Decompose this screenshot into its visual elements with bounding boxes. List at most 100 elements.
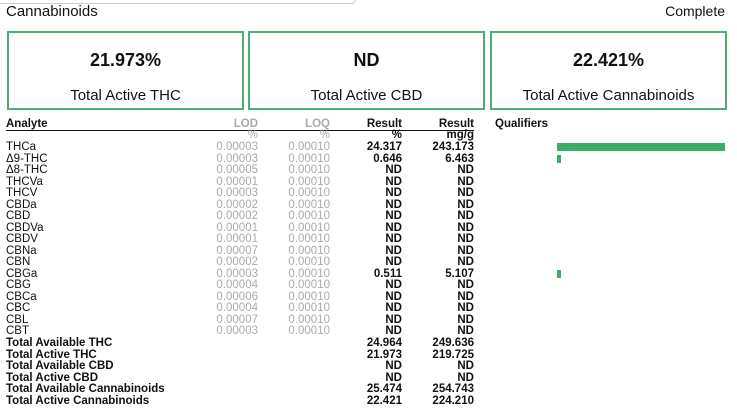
result-cell: 0.00001	[216, 175, 258, 188]
result-cell: 0.00010	[288, 256, 330, 268]
summary-label: Total Active Cannabinoids	[522, 87, 695, 104]
result-cell: ND	[457, 198, 474, 211]
total-name: Total Available CBD	[6, 360, 114, 373]
analyte: CBN	[6, 256, 31, 268]
result-cell: 0.00010	[288, 233, 330, 245]
analyte: Δ9-THC	[6, 152, 48, 165]
result-cell: 0.646	[373, 152, 402, 165]
result-cell: 0.00006	[216, 290, 258, 303]
total-mgg: 254.743	[432, 383, 474, 396]
total-pct: 22.421	[366, 395, 402, 407]
result-cell: ND	[457, 313, 474, 326]
summary-value: 21.973%	[89, 50, 162, 70]
column-header: Result	[438, 118, 474, 130]
analyte: THCV	[6, 187, 38, 199]
total-pct: ND	[385, 360, 402, 373]
section-title: Cannabinoids	[6, 3, 98, 20]
analyte: CBCa	[6, 290, 37, 303]
analyte: CBG	[6, 279, 31, 291]
result-cell: 0.00010	[288, 210, 330, 222]
total-mgg: 219.725	[432, 348, 474, 361]
column-header: Analyte	[6, 118, 48, 130]
result-cell: 0.00010	[288, 141, 330, 153]
result-cell: ND	[457, 164, 474, 176]
result-cell: ND	[385, 290, 402, 303]
analyte: THCVa	[6, 175, 43, 188]
result-cell: 0.00005	[216, 164, 258, 176]
analyte: CBDVa	[6, 221, 44, 234]
total-mgg: ND	[457, 371, 474, 384]
analyte: CBDa	[6, 198, 37, 211]
total-name: Total Available THC	[6, 337, 113, 349]
result-cell: 0.511	[373, 267, 402, 280]
total-name: Total Available Cannabinoids	[6, 383, 165, 396]
summary-label: Total Active CBD	[310, 87, 423, 104]
result-cell: 0.00010	[288, 164, 330, 176]
result-cell: ND	[385, 325, 402, 337]
total-pct: 24.964	[366, 337, 402, 349]
column-unit: %	[319, 129, 330, 141]
result-cell: 0.00002	[216, 210, 258, 222]
result-cell: ND	[385, 302, 402, 314]
result-cell: 0.00010	[288, 221, 330, 234]
total-name: Total Active CBD	[6, 371, 99, 384]
total-pct: 21.973	[366, 348, 402, 361]
result-cell: 0.00010	[288, 175, 330, 188]
result-bar	[557, 143, 725, 151]
analyte: Δ8-THC	[6, 164, 48, 176]
result-cell: ND	[385, 198, 402, 211]
result-cell: 0.00010	[288, 325, 330, 337]
summary-label: Total Active THC	[70, 87, 181, 104]
result-cell: ND	[457, 256, 474, 268]
total-pct: ND	[385, 371, 402, 384]
result-cell: ND	[385, 233, 402, 245]
result-cell: ND	[385, 313, 402, 326]
status: Complete	[665, 3, 725, 19]
result-cell: ND	[385, 244, 402, 257]
result-cell: ND	[457, 290, 474, 303]
result-cell: 24.317	[366, 141, 402, 153]
result-cell: ND	[457, 187, 474, 199]
summary-value: ND	[353, 50, 380, 70]
total-name: Total Active Cannabinoids	[6, 395, 150, 407]
result-cell: ND	[385, 256, 402, 268]
result-cell: 0.00010	[288, 244, 330, 257]
result-bar	[557, 269, 561, 278]
result-cell: 0.00010	[288, 290, 330, 303]
analyte: CBT	[6, 325, 29, 337]
total-name: Total Active THC	[6, 348, 97, 361]
column-unit: mg/g	[446, 129, 474, 141]
result-cell: 0.00003	[216, 325, 258, 337]
header-rule	[6, 130, 474, 131]
result-cell: ND	[457, 221, 474, 234]
result-cell: 0.00001	[216, 233, 258, 245]
analyte: THCa	[6, 141, 37, 153]
result-cell: ND	[385, 210, 402, 222]
result-cell: ND	[385, 221, 402, 234]
analyte: CBC	[6, 302, 31, 314]
result-cell: 0.00001	[216, 221, 258, 234]
column-header: LOD	[233, 118, 258, 130]
result-cell: ND	[385, 279, 402, 291]
result-cell: 0.00010	[288, 152, 330, 165]
result-cell: ND	[457, 210, 474, 222]
result-cell: ND	[457, 244, 474, 257]
analyte: CBGa	[6, 267, 38, 280]
result-cell: 0.00010	[288, 302, 330, 314]
total-mgg: 224.210	[432, 395, 474, 407]
result-cell: 0.00010	[288, 279, 330, 291]
result-cell: ND	[385, 175, 402, 188]
result-cell: 0.00002	[216, 198, 258, 211]
summary-value: 22.421%	[572, 50, 645, 70]
summary-box: 22.421% Total Active Cannabinoids	[490, 31, 727, 110]
analyte: CBNa	[6, 244, 37, 257]
result-cell: 243.173	[432, 141, 474, 153]
result-cell: 0.00010	[288, 267, 330, 280]
result-cell: ND	[457, 279, 474, 291]
result-cell: 0.00003	[216, 267, 258, 280]
result-cell: ND	[457, 175, 474, 188]
column-header: Result	[366, 118, 402, 130]
summary-box: ND Total Active CBD	[248, 31, 485, 110]
result-cell: 0.00004	[216, 279, 258, 291]
